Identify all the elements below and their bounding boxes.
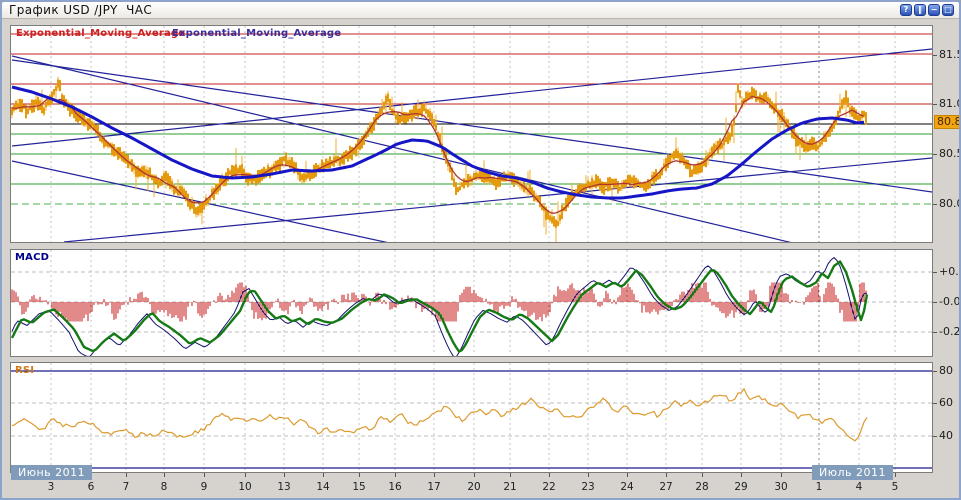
macd-axis-label-tick (933, 332, 937, 333)
rsi-axis-label-tick (933, 403, 937, 404)
date-tick (164, 473, 165, 477)
date-axis-label: 1 (815, 481, 823, 493)
date-tick (781, 473, 782, 477)
rsi-axis-label-tick (933, 371, 937, 372)
ema-slow-line (11, 85, 865, 200)
ema-fast-line (11, 95, 865, 214)
date-axis-label: 28 (695, 481, 709, 493)
title-bar: График USD /JPY ЧАС ? ‖ − □ (2, 2, 959, 19)
ema-slow-legend-label: Exponential_Moving_Average (172, 28, 342, 39)
date-axis-label: 29 (734, 481, 748, 493)
price-axis-label: 80.5 (939, 147, 959, 160)
current-price-label: 80.8 (934, 115, 959, 129)
date-tick (549, 473, 550, 477)
date-axis-label: 21 (503, 481, 517, 493)
macd-histogram (11, 282, 867, 322)
date-tick (474, 473, 475, 477)
macd-axis-label: -0.2 (939, 325, 961, 338)
month-label-july: Июль 2011 (812, 465, 893, 480)
date-tick (323, 473, 324, 477)
trendline (63, 157, 932, 242)
date-axis-label: 7 (122, 481, 130, 493)
price-axis-label: 81.0 (939, 97, 959, 110)
maximize-button[interactable]: □ (942, 4, 954, 16)
rsi-axis-label-tick (933, 436, 937, 437)
macd-main-line (11, 256, 867, 356)
rsi-axis-label: 80 (939, 364, 953, 377)
month-label-june: Июнь 2011 (11, 465, 93, 480)
macd-svg (11, 250, 932, 356)
date-axis-label: 24 (620, 481, 634, 493)
date-tick (702, 473, 703, 477)
date-axis-label: 23 (581, 481, 595, 493)
rsi-svg (11, 363, 932, 471)
date-tick (126, 473, 127, 477)
date-tick (510, 473, 511, 477)
ema-fast-legend-label: Exponential_Moving_Average (16, 28, 186, 39)
date-axis-label: 14 (316, 481, 330, 493)
price-chart-svg (11, 26, 932, 242)
macd-panel[interactable] (10, 249, 933, 357)
trendline (11, 48, 932, 147)
date-axis-label: 17 (427, 481, 441, 493)
date-axis-label: 30 (774, 481, 788, 493)
date-axis-label: 20 (467, 481, 481, 493)
date-axis-label: 15 (352, 481, 366, 493)
date-tick (204, 473, 205, 477)
date-axis-label: 4 (855, 481, 863, 493)
price-axis-label: 81.5 (939, 48, 959, 61)
date-tick (395, 473, 396, 477)
date-tick (588, 473, 589, 477)
date-axis-label: 5 (891, 481, 899, 493)
pause-button[interactable]: ‖ (914, 4, 926, 16)
date-tick (627, 473, 628, 477)
rsi-axis-label: 60 (939, 396, 953, 409)
date-axis-label: 6 (87, 481, 95, 493)
window-buttons: ? ‖ − □ (900, 4, 954, 16)
price-axis-label-tick (933, 204, 937, 205)
price-chart-panel[interactable] (10, 25, 933, 243)
trendline (11, 59, 932, 193)
price-axis-label-tick (933, 154, 937, 155)
date-axis-label: 27 (659, 481, 673, 493)
date-axis-label: 3 (47, 481, 55, 493)
rsi-line (11, 387, 868, 442)
macd-axis-label-tick (933, 272, 937, 273)
date-axis-label: 8 (160, 481, 168, 493)
help-button[interactable]: ? (900, 4, 912, 16)
minimize-button[interactable]: − (928, 4, 940, 16)
date-tick (245, 473, 246, 477)
macd-indicator-label: MACD (15, 252, 50, 263)
price-axis-label-tick (933, 55, 937, 56)
date-axis-label: 9 (200, 481, 208, 493)
price-axis-label-tick (933, 104, 937, 105)
date-tick (359, 473, 360, 477)
date-tick (666, 473, 667, 477)
date-axis-label: 10 (238, 481, 252, 493)
date-tick (434, 473, 435, 477)
rsi-axis-label: 40 (939, 429, 953, 442)
date-axis-label: 22 (542, 481, 556, 493)
macd-axis-label-tick (933, 302, 937, 303)
date-tick (895, 473, 896, 477)
rsi-indicator-label: RSI (15, 365, 35, 376)
macd-axis-label: -0.0 (939, 295, 961, 308)
macd-axis-label: +0.2 (939, 265, 959, 278)
date-tick (284, 473, 285, 477)
macd-signal-line (11, 260, 869, 353)
trendline (11, 55, 792, 242)
price-axis-label: 80.0 (939, 197, 959, 210)
window-title: График USD /JPY ЧАС (9, 3, 153, 17)
date-axis-label: 16 (388, 481, 402, 493)
rsi-panel[interactable] (10, 362, 933, 473)
date-axis-label: 13 (277, 481, 291, 493)
date-tick (741, 473, 742, 477)
